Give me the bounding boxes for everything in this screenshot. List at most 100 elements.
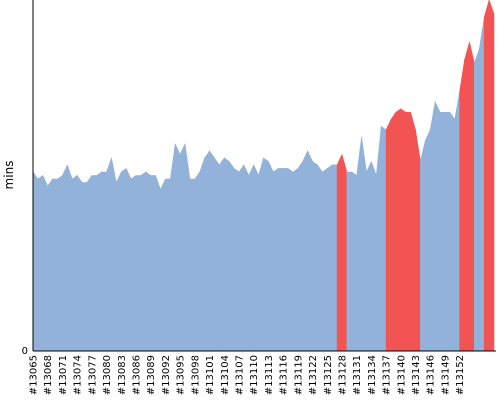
area-segment-13067 (37, 174, 44, 352)
area-segment-13153 (459, 59, 465, 352)
area-segment-13114 (268, 161, 274, 352)
area-segment-13139 (390, 111, 397, 352)
area-segment-13101 (204, 149, 210, 352)
area-segment-13118 (287, 167, 294, 352)
area-segment-13087 (135, 175, 142, 352)
area-segment-13069 (47, 178, 53, 352)
area-segment-13151 (449, 111, 456, 352)
x-tick-label: #13107 (234, 355, 245, 395)
area-segment-13081 (106, 157, 112, 352)
area-segment-13130 (346, 171, 353, 352)
area-segment-13154 (464, 42, 470, 352)
x-tick-label: #13131 (352, 355, 363, 395)
x-tick-label: #13101 (205, 355, 216, 395)
area-segment-13132 (356, 136, 362, 352)
area-segment-13095 (174, 143, 181, 352)
x-tick-label: #13071 (58, 355, 69, 395)
x-tick-label: #13104 (220, 355, 231, 395)
area-segment-13152 (454, 91, 460, 352)
area-segment-13136 (375, 126, 382, 352)
area-segment-13082 (111, 157, 117, 352)
area-segment-13080 (101, 171, 107, 352)
area-segment-13134 (366, 161, 372, 352)
x-tick-label: #13098 (190, 355, 201, 395)
area-segment-13150 (444, 112, 451, 352)
area-segment-13147 (429, 101, 436, 352)
x-tick-label: #13092 (161, 355, 172, 395)
area-segment-13109 (243, 164, 250, 352)
area-segment-13143 (410, 112, 416, 352)
area-segment-13091 (155, 175, 161, 352)
area-segment-13159 (488, 0, 495, 352)
area-segment-13158 (483, 0, 490, 352)
area-segment-13148 (434, 101, 441, 352)
area-segment-13123 (312, 160, 318, 352)
x-tick-label: #13122 (308, 355, 319, 395)
area-segment-13138 (385, 119, 392, 352)
area-segment-13144 (415, 129, 421, 352)
area-segment-13122 (307, 150, 313, 352)
area-segment-13103 (214, 156, 220, 352)
area-segment-13157 (478, 17, 485, 352)
area-segment-13112 (258, 157, 264, 352)
y-tick-label-0: 0 (22, 346, 28, 357)
axis-layer: #13065 #13068 #13071 #13074 #13077 #13080 #130… (29, 0, 496, 395)
y-axis-title: mins (2, 161, 16, 190)
area-segment-13141 (400, 108, 407, 352)
area-segment-13120 (297, 160, 304, 352)
area-segment-13113 (263, 157, 269, 352)
area-segment-13073 (67, 164, 73, 352)
area-segment-13116 (277, 168, 284, 352)
area-segment-13125 (322, 167, 328, 352)
x-tick-label: #13146 (426, 355, 437, 395)
area-segment-13126 (326, 164, 333, 352)
area-segment-13145 (420, 140, 426, 352)
x-tick-label: #13119 (293, 355, 304, 395)
area-segment-13133 (361, 136, 367, 352)
x-tick-label: #13149 (440, 355, 451, 395)
area-segment-13089 (145, 171, 151, 352)
x-tick-label: #13083 (117, 355, 128, 395)
area-segment-13115 (273, 167, 279, 352)
area-segment-13108 (238, 164, 245, 352)
area-segment-13131 (351, 171, 357, 352)
area-segment-13074 (71, 174, 78, 352)
x-tick-label: #13110 (249, 355, 260, 395)
area-segment-13128 (336, 154, 343, 352)
area-segment-13155 (469, 42, 475, 352)
x-tick-label: #13080 (102, 355, 113, 395)
x-tick-label: #13140 (396, 355, 407, 395)
x-tick-label: #13134 (367, 355, 378, 395)
area-segment-13077 (86, 174, 93, 352)
x-tick-label: #13113 (264, 355, 275, 395)
area-segment-13124 (317, 164, 323, 352)
area-segment-13121 (302, 150, 308, 352)
x-tick-label: #13089 (146, 355, 157, 395)
area-segment-13092 (160, 178, 166, 352)
area-segment-13117 (282, 168, 289, 352)
area-segment-13100 (199, 157, 205, 352)
area-segment-13083 (116, 171, 122, 352)
x-tick-label: #13125 (323, 355, 334, 395)
x-tick-label: #13143 (411, 355, 422, 395)
area-segment-13075 (76, 174, 83, 352)
area-segment-13072 (62, 164, 68, 352)
area-segment-13099 (194, 171, 201, 352)
area-segment-13137 (380, 125, 387, 352)
area-segment-13140 (395, 108, 402, 352)
area-segment-13127 (331, 164, 338, 352)
x-tick-label: #13128 (337, 355, 348, 395)
area-segment-13135 (371, 161, 377, 352)
area-segment-13107 (233, 167, 240, 352)
area-segment-13098 (189, 178, 196, 352)
area-segment-13097 (184, 143, 191, 352)
area-segment-13104 (219, 156, 225, 352)
series-layer (32, 0, 495, 352)
area-segment-13119 (292, 167, 299, 352)
area-segment-13066 (32, 171, 39, 352)
area-segment-13105 (223, 157, 230, 352)
x-tick-label: #13065 (29, 355, 40, 395)
x-tick-label: #13137 (382, 355, 393, 395)
area-segment-13142 (405, 112, 411, 352)
